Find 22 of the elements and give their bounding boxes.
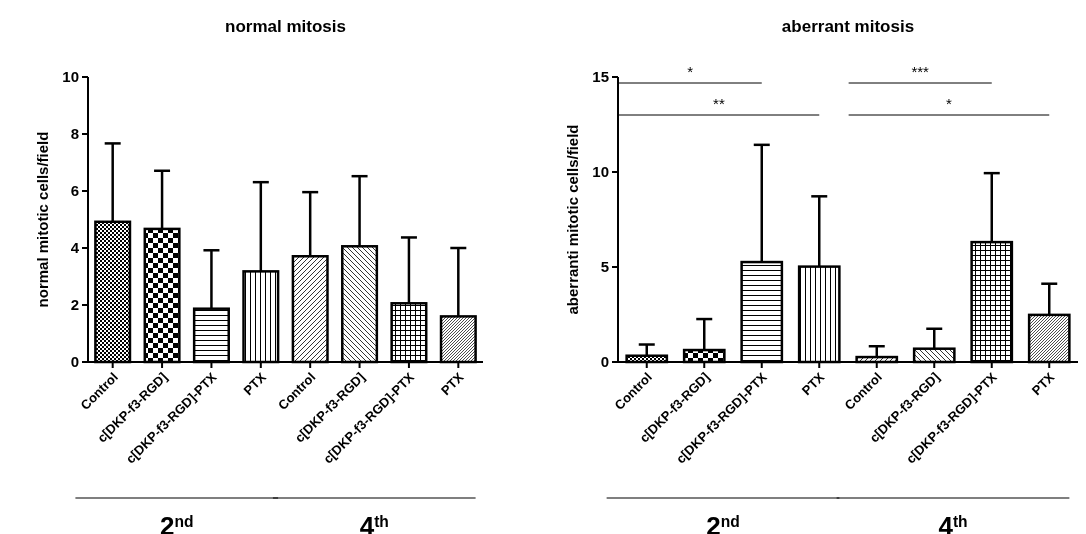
y-tick-label: 0 <box>600 353 609 371</box>
annotation: ** <box>713 95 725 112</box>
y-tick-label: 15 <box>592 68 609 86</box>
significance-bracket: *** <box>848 63 993 84</box>
y-tick-label: 10 <box>62 68 79 86</box>
annotation: * <box>946 95 953 112</box>
y-tick-label: 8 <box>70 125 79 143</box>
y-tick-label: 4 <box>70 239 80 257</box>
chart-title: aberrant mitosis <box>781 17 915 36</box>
significance-bracket: ** <box>618 95 820 116</box>
y-axis-title: normal mitotic cells/field <box>34 131 51 308</box>
chart-title: normal mitosis <box>225 17 346 36</box>
y-tick-label: 10 <box>592 163 609 181</box>
y-tick-label: 6 <box>70 182 79 200</box>
y-tick-label: 5 <box>600 258 609 276</box>
y-tick-label: 2 <box>70 296 79 314</box>
annotation: * <box>687 63 694 80</box>
significance-bracket: * <box>848 95 1050 116</box>
y-tick-label: 0 <box>70 353 79 371</box>
significance-bracket: * <box>618 63 763 84</box>
y-axis-title: aberranti mitotic cells/field <box>564 124 581 315</box>
annotation: *** <box>911 63 930 80</box>
